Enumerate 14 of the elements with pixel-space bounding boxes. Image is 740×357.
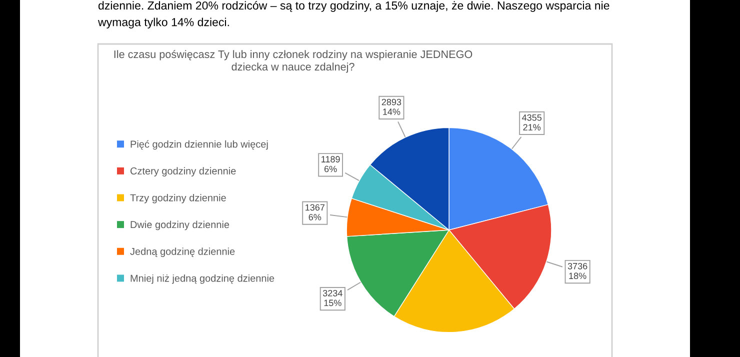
data-label: 3234 15% [322, 290, 342, 306]
legend-label: Trzy godziny dziennie [130, 194, 226, 204]
text: dziennie. Zdaniem 20% rodziców – są to trzy godziny, a 15% uznaje, że dwie. Naszego wsparcia nie wymaga tylko 14% dzieci. [98, 1, 610, 28]
legend-label: Pięć godzin dziennie lub więcej [130, 140, 268, 150]
data-label: 4355 21% [522, 114, 542, 130]
chart-title: Ile czasu poświęcasz Ty lub inny członek rodziny na wspieranie JEDNEGO dziecka w nauce zdalnej? [114, 50, 472, 73]
legend-label: Cztery godziny dziennie [130, 167, 236, 176]
legend-label: Dwie godziny dziennie [130, 220, 230, 230]
data-label: 2893 14% [382, 98, 402, 115]
data-label: 3736 18% [568, 262, 588, 280]
legend-label: Jedną godzinę dziennie [130, 248, 235, 257]
data-label: 1189 6% [322, 156, 340, 172]
legend-label: Mniej niż jedną godzinę dziennie [130, 274, 274, 284]
data-label: 1367 6% [306, 204, 324, 220]
